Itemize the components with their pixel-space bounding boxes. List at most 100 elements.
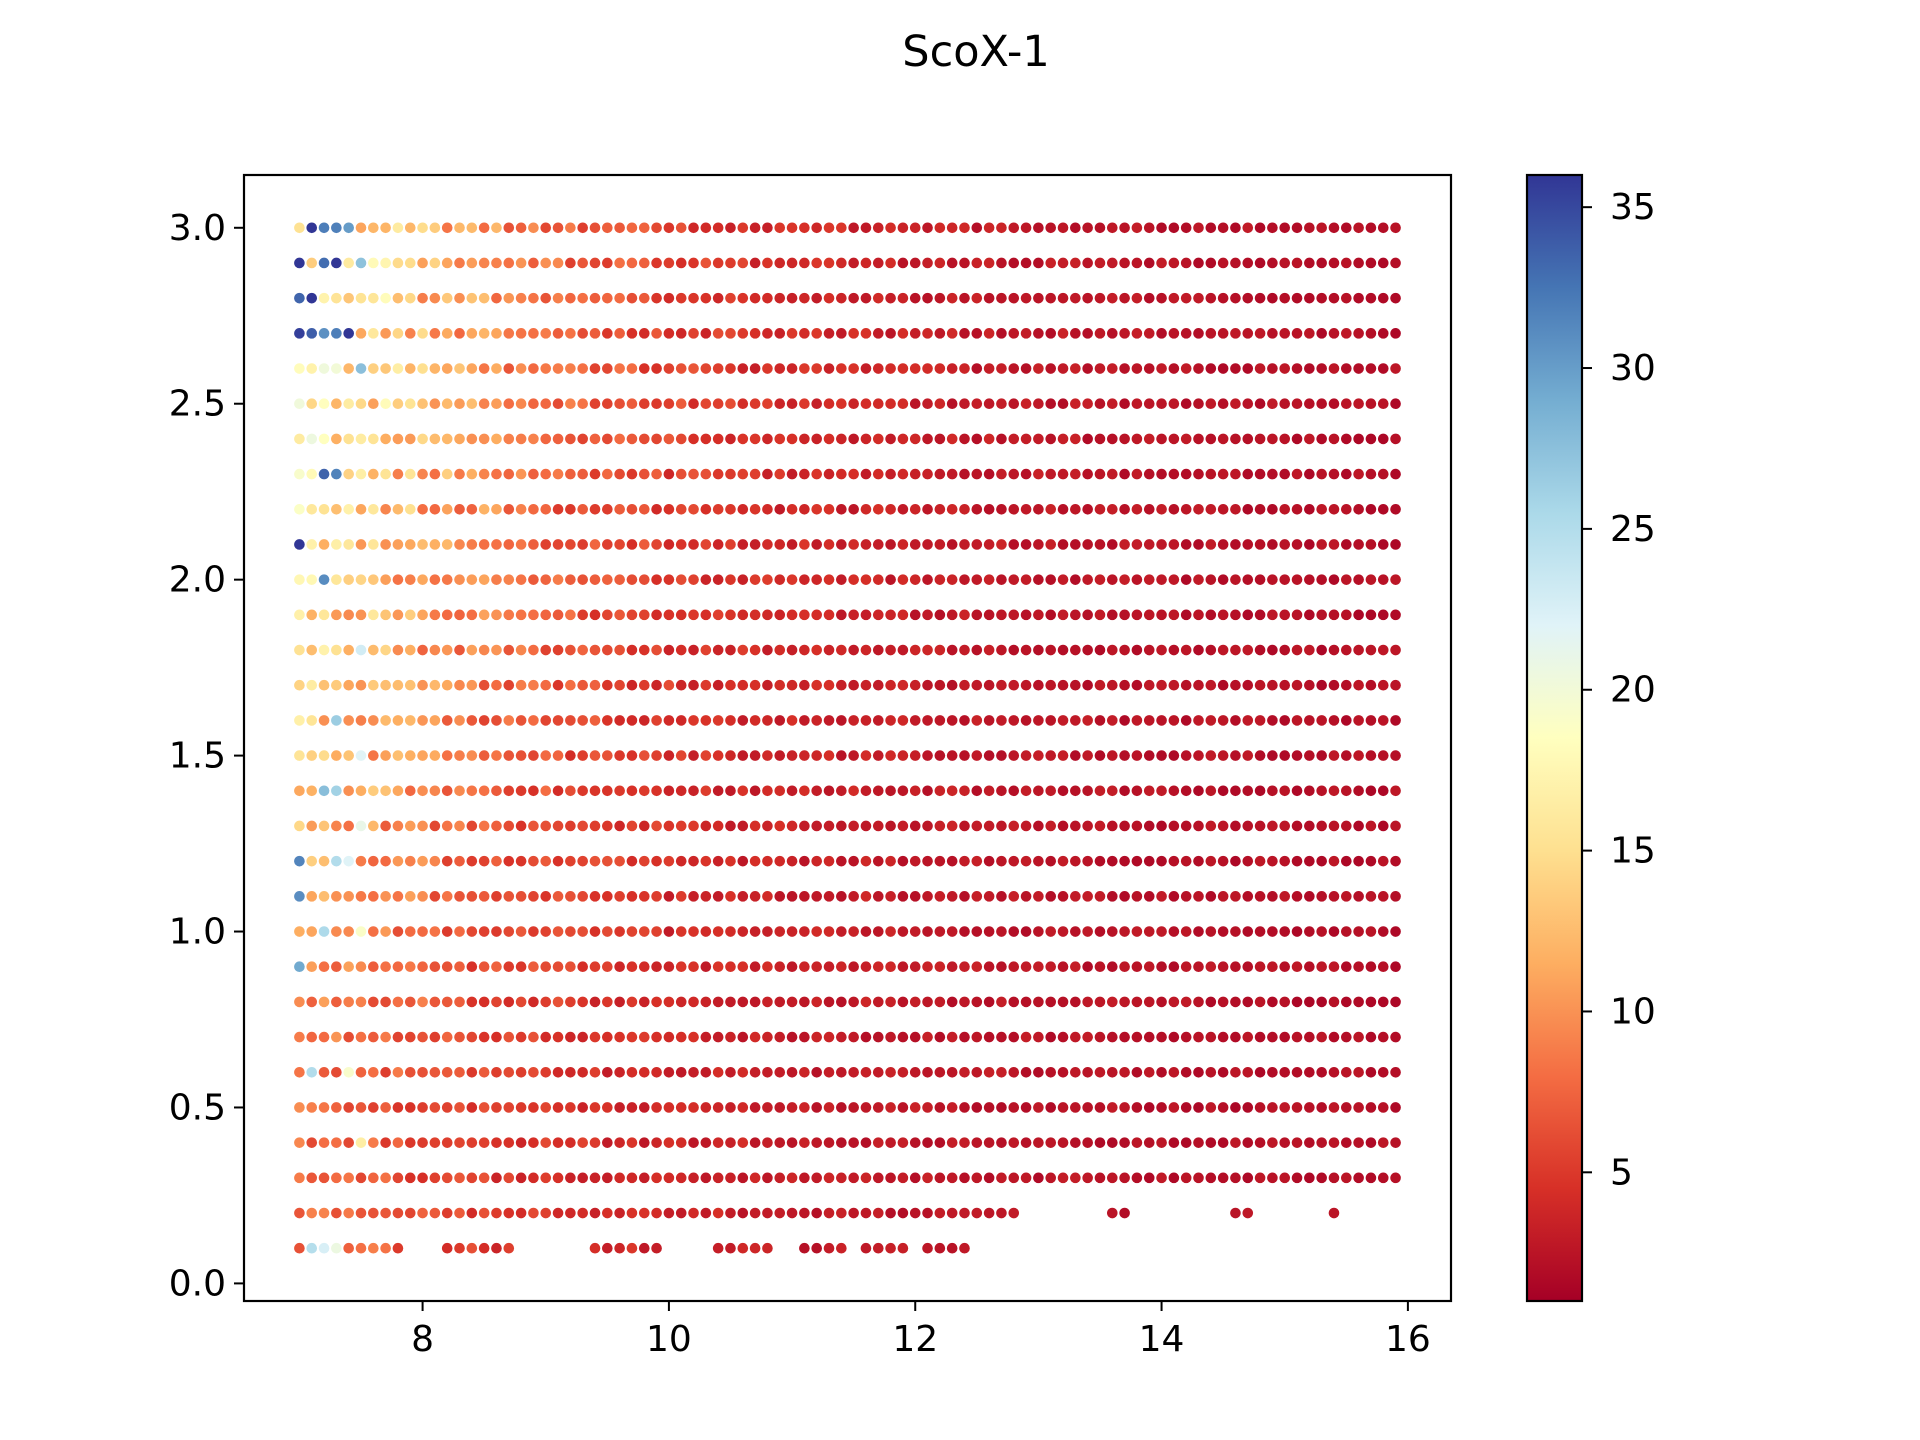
scatter-point (786, 398, 798, 410)
scatter-point (614, 855, 625, 867)
scatter-point (540, 679, 552, 691)
scatter-point (1168, 715, 1180, 726)
scatter-point (749, 1137, 761, 1148)
scatter-point (1230, 891, 1241, 902)
scatter-point (1143, 257, 1155, 269)
scatter-point (836, 1242, 847, 1254)
scatter-point (1377, 820, 1389, 832)
scatter-point (515, 820, 527, 832)
scatter-point (1205, 292, 1217, 304)
scatter-point (1131, 433, 1143, 445)
scatter-point (1033, 855, 1044, 867)
scatter-point (1328, 820, 1340, 832)
scatter-point (540, 328, 552, 339)
scatter-point (971, 574, 983, 585)
scatter-point (934, 1031, 946, 1043)
scatter-point (872, 539, 884, 550)
scatter-point (762, 433, 773, 445)
scatter-point (1180, 574, 1192, 585)
scatter-point (1045, 503, 1057, 515)
scatter-point (1365, 855, 1377, 867)
scatter-point (294, 715, 305, 726)
scatter-point (306, 328, 318, 339)
scatter-point (540, 503, 552, 515)
scatter-point (1107, 503, 1118, 515)
scatter-point (725, 503, 736, 515)
scatter-point (1328, 257, 1340, 269)
scatter-point (392, 503, 404, 515)
scatter-point (1353, 820, 1364, 832)
scatter-point (318, 363, 330, 374)
scatter-point (577, 292, 588, 304)
scatter-point (663, 1066, 675, 1078)
scatter-point (836, 679, 847, 691)
scatter-point (626, 855, 638, 867)
scatter-point (331, 468, 342, 480)
scatter-point (1267, 328, 1278, 339)
scatter-point (786, 785, 798, 797)
scatter-point (749, 1172, 761, 1184)
scatter-point (1254, 715, 1266, 726)
scatter-point (565, 222, 576, 234)
scatter-point (589, 750, 601, 761)
scatter-point (1143, 855, 1155, 867)
scatter-point (1304, 644, 1315, 656)
scatter-point (343, 363, 354, 374)
scatter-point (1070, 1031, 1081, 1043)
scatter-point (1353, 292, 1364, 304)
scatter-point (392, 433, 404, 445)
scatter-point (1304, 328, 1315, 339)
scatter-point (996, 644, 1007, 656)
scatter-point (1377, 222, 1389, 234)
scatter-point (589, 398, 601, 410)
scatter-point (811, 1031, 823, 1043)
scatter-point (1205, 891, 1217, 902)
scatter-point (515, 292, 527, 304)
scatter-point (1316, 433, 1327, 445)
scatter-point (860, 292, 872, 304)
scatter-point (1033, 1137, 1044, 1148)
scatter-point (1180, 785, 1192, 797)
scatter-point (1045, 222, 1057, 234)
scatter-point (466, 785, 478, 797)
scatter-point (318, 222, 330, 234)
scatter-point (799, 1066, 810, 1078)
scatter-point (762, 644, 773, 656)
scatter-point (651, 292, 662, 304)
scatter-point (1316, 222, 1327, 234)
scatter-point (478, 644, 490, 656)
scatter-point (1045, 750, 1057, 761)
scatter-point (688, 539, 699, 550)
scatter-point (762, 1102, 773, 1113)
scatter-point (983, 996, 995, 1008)
scatter-point (688, 363, 699, 374)
scatter-point (1377, 1066, 1389, 1078)
scatter-point (380, 1172, 391, 1184)
scatter-point (1033, 222, 1044, 234)
scatter-point (996, 926, 1007, 937)
scatter-point (1217, 222, 1229, 234)
scatter-point (638, 328, 650, 339)
scatter-point (1205, 785, 1217, 797)
scatter-point (1131, 468, 1143, 480)
scatter-point (897, 539, 909, 550)
scatter-point (1193, 961, 1204, 973)
scatter-point (712, 961, 724, 973)
scatter-point (1168, 820, 1180, 832)
scatter-point (1377, 679, 1389, 691)
scatter-point (1328, 891, 1340, 902)
scatter-point (885, 855, 896, 867)
scatter-point (429, 785, 441, 797)
scatter-point (491, 433, 502, 445)
scatter-point (700, 468, 712, 480)
scatter-point (540, 433, 552, 445)
scatter-point (343, 433, 354, 445)
scatter-point (1131, 539, 1143, 550)
scatter-point (922, 679, 933, 691)
scatter-point (909, 1102, 921, 1113)
scatter-point (959, 1242, 970, 1254)
scatter-point (1156, 1137, 1167, 1148)
scatter-point (922, 785, 933, 797)
scatter-point (1217, 926, 1229, 937)
scatter-point (1180, 926, 1192, 937)
